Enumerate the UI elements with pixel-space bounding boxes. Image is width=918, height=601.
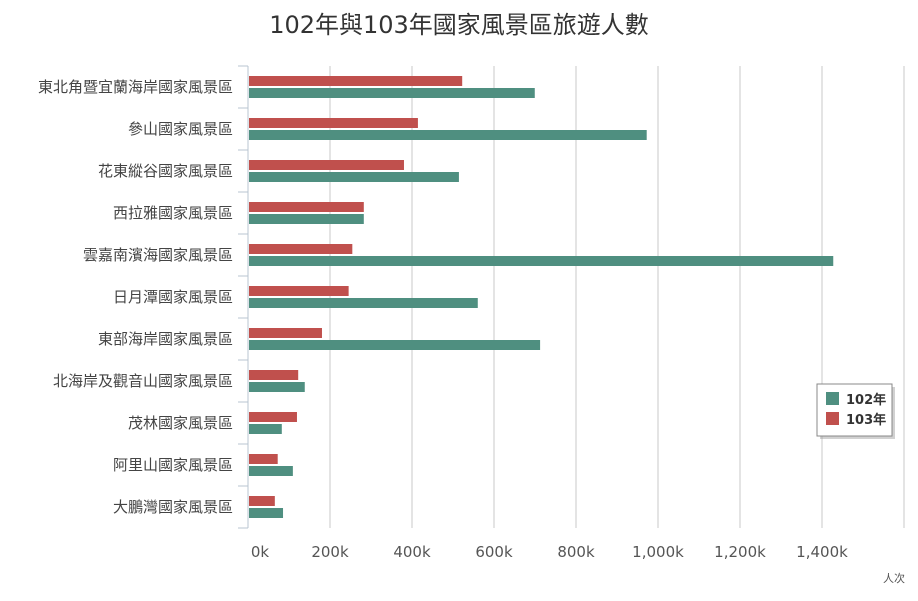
bar-series-103 [249,118,418,128]
bar-series-102 [249,466,293,476]
x-tick-label: 1,400k [796,543,848,561]
category-label: 北海岸及觀音山國家風景區 [53,372,233,390]
legend-label: 103年 [846,412,886,428]
bar-series-103 [249,496,275,506]
category-label: 東部海岸國家風景區 [98,330,233,348]
x-tick-label: 1,000k [632,543,684,561]
x-tick-label: 600k [475,543,513,561]
legend-box [816,383,893,437]
bar-series-103 [249,328,322,338]
x-tick-label: 200k [311,543,349,561]
bar-series-103 [249,202,364,212]
x-tick-label: 0k [251,543,270,561]
bar-series-103 [249,412,297,422]
x-tick-label: 400k [393,543,431,561]
legend-swatch [826,392,839,405]
x-tick-label: 800k [557,543,595,561]
category-label: 參山國家風景區 [128,120,233,138]
bar-series-103 [249,244,353,254]
category-label: 花東縱谷國家風景區 [98,162,233,180]
x-tick-label: 1,200k [714,543,766,561]
category-label: 西拉雅國家風景區 [113,204,233,222]
x-axis-unit-label: 人次 [883,571,905,585]
bar-series-102 [249,298,478,308]
bar-series-102 [249,214,364,224]
category-label: 茂林國家風景區 [128,414,233,432]
bar-series-102 [249,172,459,182]
chart-title: 102年與103年國家風景區旅遊人數 [269,11,649,39]
bar-series-103 [249,76,463,86]
bar-series-102 [249,88,535,98]
category-label: 雲嘉南濱海國家風景區 [83,246,233,264]
bar-series-102 [249,424,282,434]
bar-series-103 [249,454,278,464]
legend-swatch [826,412,839,425]
category-label: 大鵬灣國家風景區 [113,498,233,516]
legend[interactable]: 102年 103年 [816,383,895,439]
bar-series-102 [249,382,305,392]
bar-series-103 [249,160,404,170]
bar-series-102 [249,256,834,266]
bar-series-103 [249,370,299,380]
category-label: 日月潭國家風景區 [113,288,233,306]
bar-series-103 [249,286,349,296]
bar-series-102 [249,508,284,518]
plot-area: 0k 200k 400k 600k 800k 1,000k 1,200k 1,400k 東北角暨… [38,65,905,561]
bar-series-102 [249,130,647,140]
legend-label: 102年 [846,392,886,408]
bar-series-102 [249,340,541,350]
category-label: 阿里山國家風景區 [113,456,233,474]
category-label: 東北角暨宜蘭海岸國家風景區 [38,78,233,96]
